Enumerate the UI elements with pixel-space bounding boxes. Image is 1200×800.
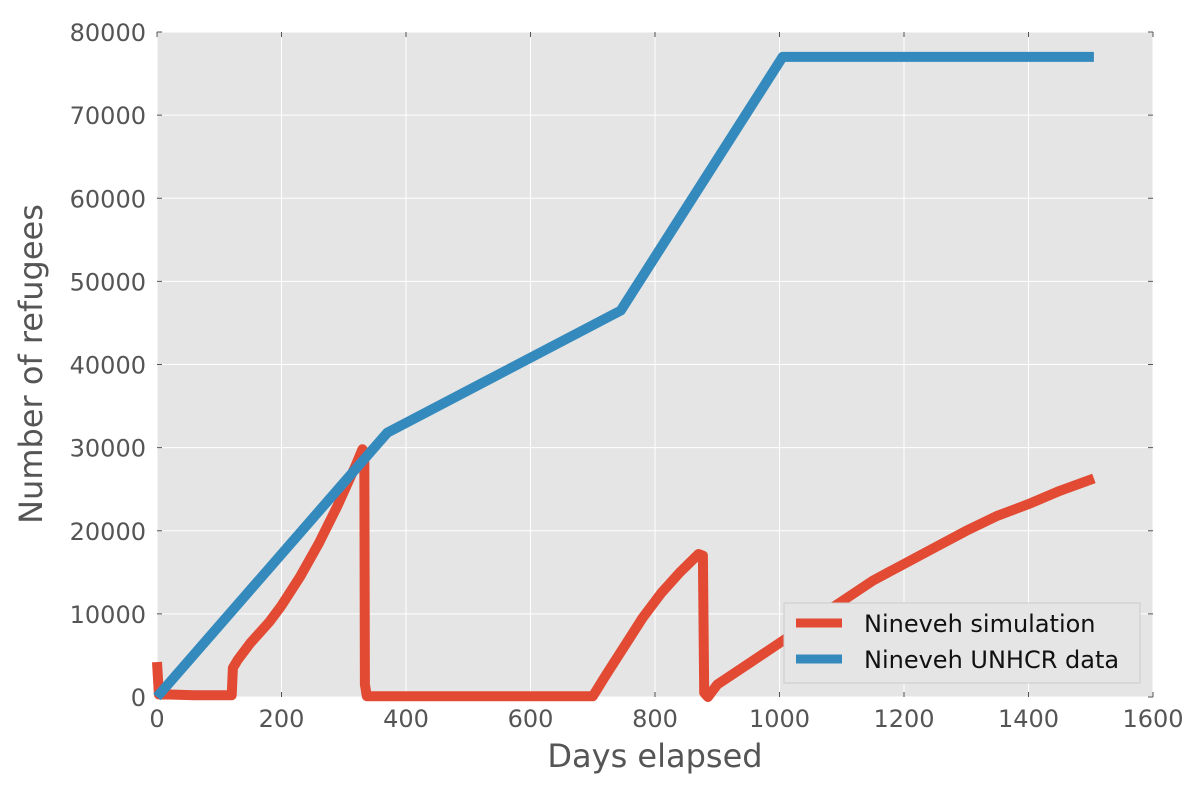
y-tick-label: 60000 <box>70 185 146 213</box>
y-tick-label: 0 <box>131 684 146 712</box>
y-tick-label: 40000 <box>70 352 146 380</box>
axis-ticks <box>156 31 1154 698</box>
x-tick-label: 0 <box>149 705 164 733</box>
y-axis-label: Number of refugees <box>12 204 50 524</box>
x-tick-label: 800 <box>632 705 678 733</box>
x-axis-label: Days elapsed <box>547 737 762 775</box>
x-tick-label: 1200 <box>873 705 934 733</box>
legend-box <box>783 602 1141 684</box>
legend-label-simulation: Nineveh simulation <box>864 610 1096 638</box>
x-tick-label: 1600 <box>1122 705 1183 733</box>
x-tick-label: 1400 <box>998 705 1059 733</box>
series-line-1 <box>153 51 1094 701</box>
x-tick-label: 1000 <box>749 705 810 733</box>
series-layer <box>152 51 1096 702</box>
x-tick-label: 400 <box>383 705 429 733</box>
legend: Nineveh simulation Nineveh UNHCR data <box>783 602 1141 684</box>
y-tick-label: 30000 <box>70 435 146 463</box>
legend-label-unhcr: Nineveh UNHCR data <box>864 646 1119 674</box>
x-tick-label: 200 <box>259 705 305 733</box>
y-tick-label: 50000 <box>70 268 146 296</box>
y-tick-label: 10000 <box>70 601 146 629</box>
tick-labels: 0 200 400 600 800 1000 1200 1400 1600 0 10000 20000… <box>70 19 1184 733</box>
y-tick-label: 70000 <box>70 102 146 130</box>
x-tick-label: 600 <box>508 705 554 733</box>
series-line-0 <box>152 444 1096 702</box>
y-tick-label: 20000 <box>70 518 146 546</box>
y-tick-label: 80000 <box>70 19 146 47</box>
